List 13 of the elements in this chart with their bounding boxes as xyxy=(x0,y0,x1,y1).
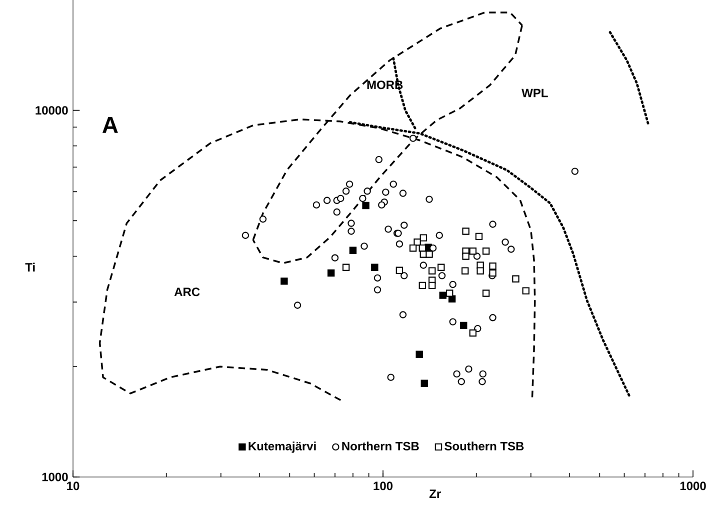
legend-label: Southern TSB xyxy=(444,442,524,450)
annotation: WPL xyxy=(522,88,548,98)
y-axis-title: Ti xyxy=(25,262,35,272)
x-axis-title: Zr xyxy=(429,490,441,498)
x-tick-label: 100 xyxy=(374,482,393,490)
annotation: MORB xyxy=(367,80,403,90)
legend-label: Kutemajärvi xyxy=(248,442,316,453)
legend-label: Northern TSB xyxy=(342,442,419,450)
x-tick-label: 1000 xyxy=(680,482,706,490)
x-tick-label: 10 xyxy=(67,482,80,490)
annotation: A xyxy=(102,117,118,133)
annotation: ARC xyxy=(174,288,200,296)
y-tick-label: 10000 xyxy=(36,106,68,115)
